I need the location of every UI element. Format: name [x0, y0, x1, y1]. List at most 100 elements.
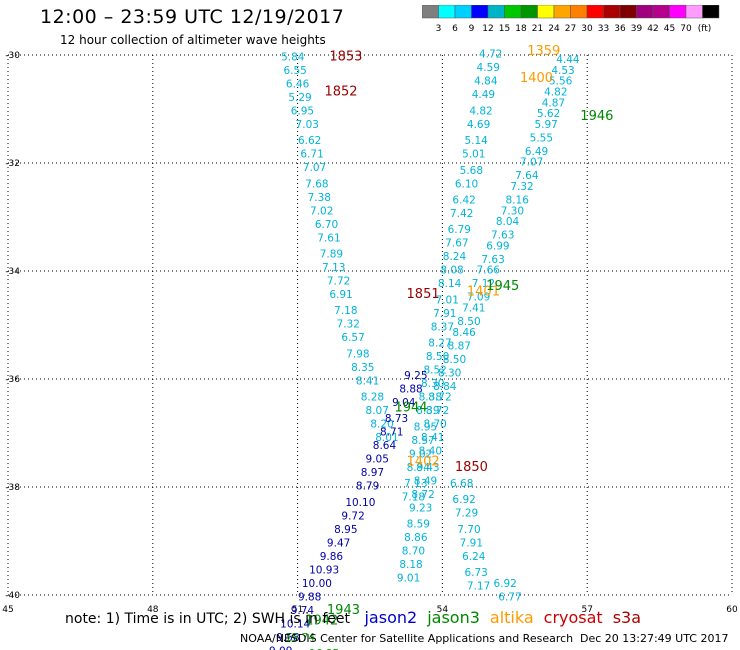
y-tick-label: -34: [5, 267, 20, 277]
wave-height-label: 6.62: [298, 135, 321, 147]
satellite-legend-item: altika: [489, 608, 534, 627]
wave-height-label: 8.24: [443, 251, 467, 263]
wave-height-label: 7.32: [337, 319, 360, 331]
x-tick-label: 60: [726, 605, 738, 615]
pass-time-label: 1359: [527, 44, 560, 59]
note-text: note: 1) Time is in UTC; 2) SWH is in fe…: [65, 611, 351, 627]
satellite-legend-item: s3a: [612, 608, 642, 627]
wave-height-label: 10.14: [280, 618, 310, 630]
wave-height-label: 7.66: [477, 265, 501, 277]
wave-height-label: 8.95: [334, 524, 357, 536]
wave-height-label: 8.50: [443, 354, 466, 366]
wave-height-label: 7.63: [491, 230, 514, 242]
wave-height-label: 4.69: [467, 119, 490, 131]
colorbar-label: 30: [581, 24, 593, 34]
wave-height-label: 8.97: [361, 467, 384, 479]
wave-height-label: 8.28: [361, 392, 384, 404]
wave-height-label: 8.14: [438, 278, 462, 290]
wave-height-label: 10.00: [302, 578, 332, 590]
wave-height-label: 9.58: [276, 632, 299, 644]
wave-height-label: 4.72: [479, 49, 502, 61]
wave-height-label: 10.10: [345, 497, 375, 509]
wave-height-label: 8.50: [457, 316, 480, 328]
wave-height-label: 7.18: [402, 492, 425, 504]
wave-height-label: 8.39: [416, 405, 439, 417]
wave-height-label: 4.53: [551, 65, 574, 77]
pass-time-label: 1401: [467, 284, 500, 299]
colorbar-label: 42: [647, 24, 658, 34]
wave-height-label: 8.07: [366, 405, 389, 417]
footer-timestamp: Dec 20 13:27:49 UTC 2017: [580, 632, 729, 645]
y-tick-label: -40: [5, 591, 20, 601]
x-tick-label: 45: [2, 605, 13, 615]
wave-height-label: 7.38: [308, 192, 331, 204]
wave-height-label: 8.35: [351, 362, 374, 374]
pass-time-label: 1944: [394, 400, 427, 415]
wave-height-label: 5.14: [464, 135, 488, 147]
wave-height-label: 7.12: [472, 278, 495, 290]
wave-height-label: 8.95: [414, 421, 437, 433]
wave-height-label: 8.94: [407, 462, 431, 474]
wave-height-label: 8.40: [419, 446, 442, 458]
wave-height-label: 7.61: [317, 232, 340, 244]
wave-height-label: 4.87: [542, 97, 565, 109]
wave-height-label: 8.37: [431, 321, 454, 333]
wave-height-label: 4.82: [469, 105, 492, 117]
wave-height-label: 5.62: [537, 108, 560, 120]
x-tick-label: 48: [147, 605, 159, 615]
wave-height-label: 6.42: [452, 195, 475, 207]
wave-height-label: 8.01: [375, 432, 398, 444]
satellite-legend-item: cryosat: [543, 608, 603, 627]
wave-height-label: 9.88: [298, 591, 321, 603]
wave-height-label: 4.84: [474, 76, 498, 88]
wave-height-label: 8.59: [407, 519, 430, 531]
wave-height-label: 9.23: [409, 502, 432, 514]
colorbar-legend: 3 6 9 12 15 18 21 24 27 30 33 36 39 42 45 70 (ft): [422, 5, 720, 34]
satellite-legend-item: jason3: [427, 608, 480, 627]
wave-height-label: 8.86: [404, 532, 428, 544]
colorbar-label: 24: [548, 24, 560, 34]
wave-height-label: 8.27: [428, 338, 451, 350]
chart-title: 12:00 – 23:59 UTC 12/19/2017: [40, 6, 345, 28]
satellite-legend: jason2 jason3 altika cryosat s3a: [354, 608, 642, 627]
wave-height-label: 5.55: [530, 132, 553, 144]
wave-height-label: 5.01: [462, 149, 485, 161]
wave-height-label: 7.13: [404, 478, 427, 490]
pass-time-label: 1946: [580, 109, 613, 124]
wave-height-label: 4.59: [477, 62, 500, 74]
pass-time-label: 1850: [455, 460, 488, 475]
wave-height-label: 7.91: [433, 308, 456, 320]
wave-height-label: 7.64: [515, 170, 539, 182]
wave-height-label: 6.95: [291, 105, 314, 117]
wave-height-label: 6.99: [486, 240, 509, 252]
wave-height-label: 6.57: [341, 332, 364, 344]
satellite-legend-item: jason2: [364, 608, 418, 627]
x-tick-label: 51: [292, 605, 303, 615]
wave-height-label: 6.77: [498, 591, 521, 603]
wave-height-label: 7.67: [445, 238, 468, 250]
wave-height-label: 7.91: [460, 537, 483, 549]
wave-height-label: 8.41: [356, 375, 379, 387]
wave-height-label: 7.41: [462, 303, 485, 315]
colorbar-label: 70: [680, 24, 692, 34]
wave-height-label: 7.89: [320, 249, 343, 261]
x-tick-label: 57: [581, 605, 592, 615]
colorbar-label: 15: [499, 24, 510, 34]
wave-height-label: 9.86: [320, 551, 344, 563]
wave-height-label: 16.85: [309, 648, 339, 650]
wave-height-label: 7.30: [501, 205, 524, 217]
wave-height-label: 7.02: [310, 205, 333, 217]
colorbar-swatch: [702, 5, 720, 19]
wave-height-label: 8.64: [373, 440, 397, 452]
pass-time-label: 1402: [407, 454, 440, 469]
wave-height-label: 4.49: [472, 89, 495, 101]
wave-height-label: 15.74: [285, 632, 315, 644]
wave-height-label: 7.63: [481, 254, 504, 266]
wave-height-label: 8.70: [402, 546, 425, 558]
pass-time-label: 1852: [324, 85, 357, 100]
wave-height-label: 5.68: [460, 165, 483, 177]
footer-credit: NOAA/NESDIS Center for Satellite Applica…: [240, 632, 574, 645]
wave-height-label: 9.74: [291, 605, 315, 617]
colorbar-label: 18: [515, 24, 527, 34]
wave-height-label: 8.57: [411, 435, 434, 447]
